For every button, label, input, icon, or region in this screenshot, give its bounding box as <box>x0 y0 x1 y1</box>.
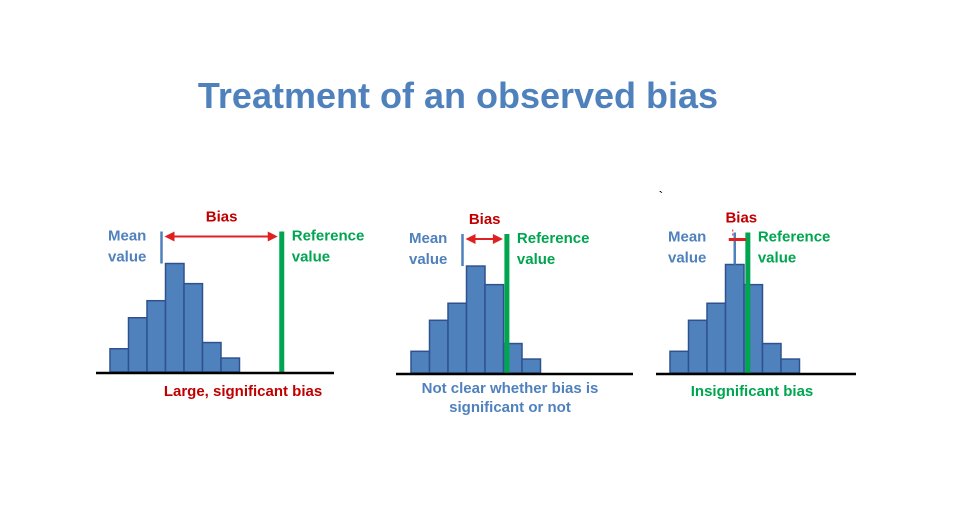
histogram-bar <box>465 265 486 374</box>
panels-group: Bias Mean value Reference value Large, signif… <box>96 209 856 416</box>
mean-label: Mean <box>409 230 447 247</box>
bias-label: Bias <box>725 210 757 227</box>
histogram-bar <box>164 262 185 373</box>
mean-label: Mean <box>108 228 146 245</box>
histogram-bar <box>687 319 708 374</box>
histogram-bar <box>220 357 241 373</box>
histogram-bar <box>109 348 130 373</box>
histogram-bar <box>521 358 542 374</box>
panel-1: Bias Mean value Reference value Large, signif… <box>96 209 365 400</box>
panel-caption: Not clear whether bias is <box>422 380 599 397</box>
histogram-bar <box>706 302 727 374</box>
bias-arrow-head-right <box>492 234 503 245</box>
histogram-bar <box>127 317 148 373</box>
panel-3: Bias Mean value Reference value Insignificant… <box>656 210 856 400</box>
panel-caption: Insignificant bias <box>691 383 814 400</box>
reference-label: Reference <box>292 228 365 245</box>
bias-arrow-head-right <box>267 231 278 242</box>
bias-arrow-head-left <box>164 231 175 242</box>
histogram-bar <box>447 302 468 374</box>
histogram-bar <box>146 299 167 373</box>
histogram-bar <box>724 263 745 374</box>
page-title: Treatment of an observed bias <box>198 75 718 116</box>
panel-2: Bias Mean value Reference value Not clear whe… <box>396 211 633 416</box>
histogram-bar <box>780 358 801 374</box>
histogram-bar <box>410 350 431 374</box>
bias-label: Bias <box>206 209 238 226</box>
reference-label: Reference <box>758 229 831 246</box>
reference-label: Reference <box>517 230 590 247</box>
histogram-bar <box>183 282 204 373</box>
histogram-bar <box>484 283 505 374</box>
histogram-bar <box>428 319 449 374</box>
reference-label: value <box>292 249 330 266</box>
mean-label: value <box>409 251 447 268</box>
histogram-bar <box>761 342 782 374</box>
histogram-bar <box>669 350 690 374</box>
mean-label: Mean <box>668 229 706 246</box>
panel-caption: Large, significant bias <box>164 383 322 400</box>
bias-label: Bias <box>469 211 501 228</box>
bias-arrow-head-left <box>465 234 476 245</box>
panel-caption: significant or not <box>449 399 571 416</box>
mean-label: value <box>668 250 706 267</box>
reference-label: value <box>758 250 796 267</box>
histogram-bar <box>201 341 222 373</box>
mean-label: value <box>108 249 146 266</box>
stray-mark: ` <box>659 188 664 204</box>
reference-label: value <box>517 251 555 268</box>
